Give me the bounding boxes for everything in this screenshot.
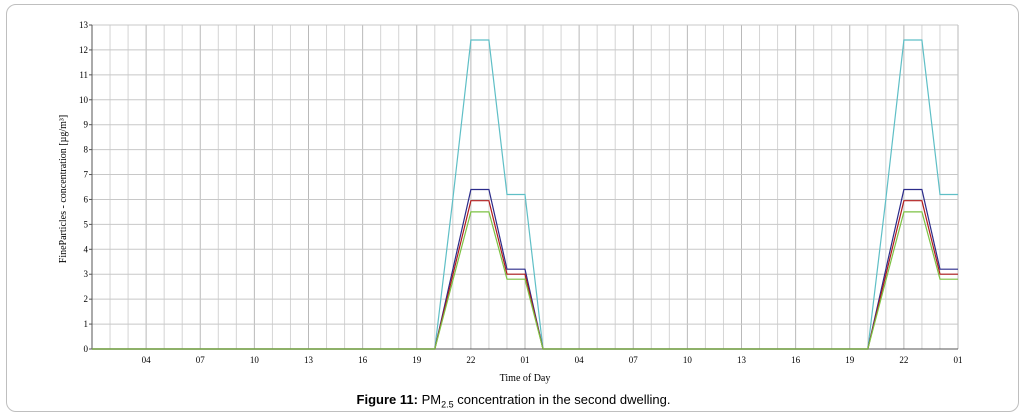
y-tick-label: 10 xyxy=(79,95,89,105)
y-tick-label: 7 xyxy=(84,170,89,180)
caption-text: concentration in the second dwelling. xyxy=(457,392,671,407)
x-tick-label: 10 xyxy=(250,355,260,365)
x-tick-label: 19 xyxy=(412,355,422,365)
caption-subscript: 2.5 xyxy=(441,399,454,410)
figure-caption: Figure 11: PM2.5 concentration in the se… xyxy=(0,392,1027,410)
x-tick-labels: 04 07 10 13 16 19 22 01 04 07 10 13 16 19 22 01 xyxy=(142,355,963,365)
y-tick-label: 0 xyxy=(84,344,89,354)
x-tick-label: 04 xyxy=(142,355,152,365)
series-lines xyxy=(92,39,958,350)
caption-prefix: Figure 11: xyxy=(356,392,418,407)
x-tick-label: 10 xyxy=(683,355,693,365)
y-tick-label: 13 xyxy=(79,20,89,30)
x-axis-title: Time of Day xyxy=(500,373,551,384)
x-tick-label: 22 xyxy=(466,355,475,365)
y-tick-label: 4 xyxy=(84,244,89,254)
y-tick-label: 9 xyxy=(84,120,89,130)
y-tick-label: 2 xyxy=(84,294,89,304)
y-tick-label: 11 xyxy=(79,70,88,80)
caption-pm: PM xyxy=(421,392,442,407)
x-tick-label: 07 xyxy=(629,355,639,365)
x-tick-label: 19 xyxy=(845,355,855,365)
y-tick-label: 12 xyxy=(79,45,88,55)
series-line-4 xyxy=(92,211,958,350)
series-line-1 xyxy=(92,39,958,350)
y-tick-label: 6 xyxy=(84,194,89,204)
x-tick-label: 07 xyxy=(196,355,206,365)
x-tick-label: 16 xyxy=(358,355,368,365)
x-tick-label: 04 xyxy=(575,355,585,365)
y-tick-label: 8 xyxy=(84,145,89,155)
y-axis-title: FineParticles - concentration [µg/m³] xyxy=(58,115,69,263)
grid-lines xyxy=(91,24,959,350)
y-tick-label: 3 xyxy=(84,269,89,279)
x-tick-label: 01 xyxy=(521,355,530,365)
x-tick-label: 22 xyxy=(899,355,908,365)
x-tick-label: 16 xyxy=(791,355,801,365)
x-tick-label: 13 xyxy=(304,355,314,365)
series-line-3 xyxy=(92,200,958,350)
y-tick-label: 1 xyxy=(84,319,89,329)
x-tick-label: 01 xyxy=(954,355,963,365)
x-tick-label: 13 xyxy=(737,355,747,365)
y-tick-label: 5 xyxy=(84,219,89,229)
